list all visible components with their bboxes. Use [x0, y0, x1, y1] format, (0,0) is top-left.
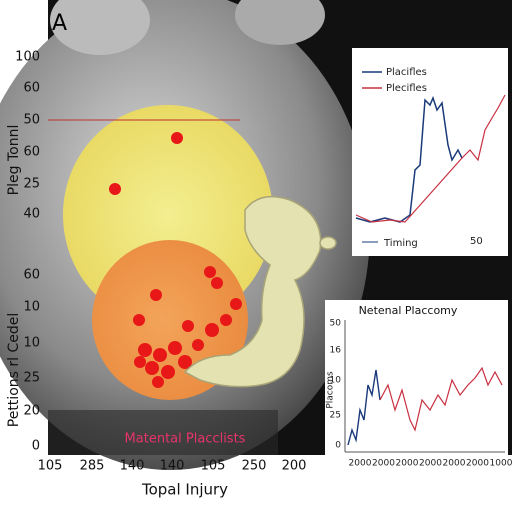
x-tick-label: 1000: [490, 459, 512, 469]
y-tick-label: 25: [330, 411, 341, 421]
line: [347, 369, 381, 446]
y-tick-label: 25: [23, 177, 40, 192]
line: [379, 366, 503, 432]
x-tick-label: 140: [120, 459, 145, 474]
y-title: Pleg Tonnl: [6, 125, 22, 196]
creature: [183, 195, 337, 388]
x-tick-label: 250: [242, 459, 267, 474]
x-title: Topal Injury: [141, 481, 228, 499]
caption: Matental Placclists: [125, 432, 246, 447]
x-tick-label: 50: [470, 236, 483, 247]
floor: [48, 410, 278, 455]
legend-label: Placifles: [386, 67, 427, 78]
x-label: Timing: [383, 238, 418, 249]
x-tick-label: 285: [80, 459, 105, 474]
y-tick-label: 50: [330, 319, 342, 329]
line: [355, 94, 506, 223]
y-tick-label: 60: [23, 81, 40, 96]
y-tick-label: 10: [23, 336, 40, 351]
y-tick-label: 20: [23, 404, 40, 419]
x-tick-label: 140: [160, 459, 185, 474]
inset-title: Netenal Placcomy: [359, 304, 458, 317]
panel-letter: A: [52, 11, 67, 36]
y-title: Pettions rl Cedel: [6, 313, 22, 427]
inset-bottom: [325, 300, 508, 470]
y-tick-label: 25: [23, 371, 40, 386]
x-tick-label: 200: [282, 459, 307, 474]
breast: [50, 0, 150, 55]
y-tick-label: 0: [32, 439, 40, 454]
y-tick-label: 50: [23, 113, 40, 128]
x-tick-label: 105: [38, 459, 63, 474]
y-tick-label: 0: [335, 441, 341, 451]
red-dots: [109, 132, 286, 388]
y-tick-label: 60: [23, 268, 40, 283]
legend-label: Plecifles: [386, 83, 427, 94]
y-tick-label: 60: [23, 145, 40, 160]
x-tick-label: 2000: [466, 459, 489, 469]
y-tick-label: 16: [330, 346, 342, 356]
x-tick-label: 105: [201, 459, 226, 474]
y-tick-label: 40: [23, 207, 40, 222]
x-tick-label: 2000: [443, 459, 466, 469]
inset-top: [352, 48, 508, 256]
y-tick-label: 10: [23, 300, 40, 315]
x-tick-label: 2000: [396, 459, 419, 469]
y-title: Placoms: [326, 371, 336, 409]
y-tick-label: 100: [15, 50, 40, 65]
x-tick-label: 2000: [349, 459, 372, 469]
breast: [235, 0, 325, 45]
y-tick-label: 10: [330, 376, 342, 386]
x-tick-label: 2000: [372, 459, 395, 469]
x-tick-label: 2000: [419, 459, 442, 469]
